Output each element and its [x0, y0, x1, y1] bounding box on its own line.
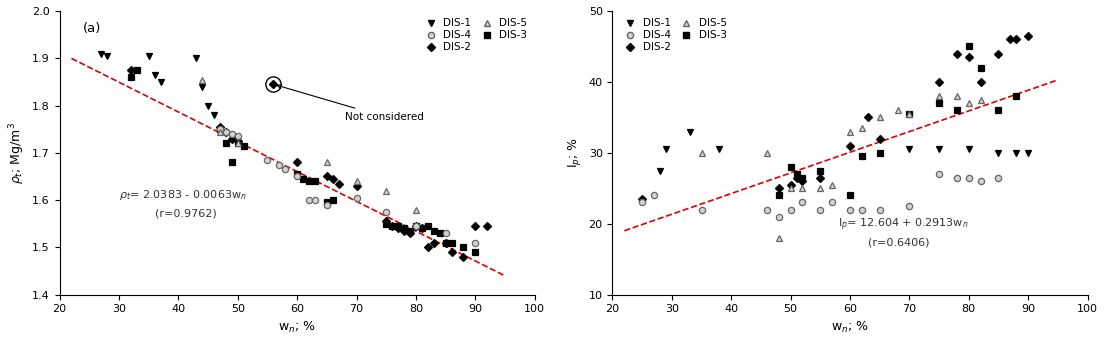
Legend: DIS-1, DIS-4, DIS-2, DIS-5, DIS-3: DIS-1, DIS-4, DIS-2, DIS-5, DIS-3 — [419, 16, 529, 54]
X-axis label: w$_n$; %: w$_n$; % — [278, 320, 316, 335]
Legend: DIS-1, DIS-4, DIS-2, DIS-5, DIS-3: DIS-1, DIS-4, DIS-2, DIS-5, DIS-3 — [618, 16, 729, 54]
Text: I$_p$= 12.604 + 0.2913w$_n$: I$_p$= 12.604 + 0.2913w$_n$ — [838, 217, 969, 233]
Text: (r=0.6406): (r=0.6406) — [867, 237, 929, 247]
Y-axis label: I$_p$; %: I$_p$; % — [566, 137, 583, 168]
Text: (r=0.9762): (r=0.9762) — [155, 209, 217, 219]
Text: $\rho_t$= 2.0383 - 0.0063w$_n$: $\rho_t$= 2.0383 - 0.0063w$_n$ — [119, 188, 246, 202]
X-axis label: w$_n$; %: w$_n$; % — [831, 320, 869, 335]
Y-axis label: $\rho_t$; Mg/m$^3$: $\rho_t$; Mg/m$^3$ — [7, 122, 27, 184]
Text: Not considered: Not considered — [277, 84, 423, 122]
Text: (a): (a) — [83, 22, 102, 35]
